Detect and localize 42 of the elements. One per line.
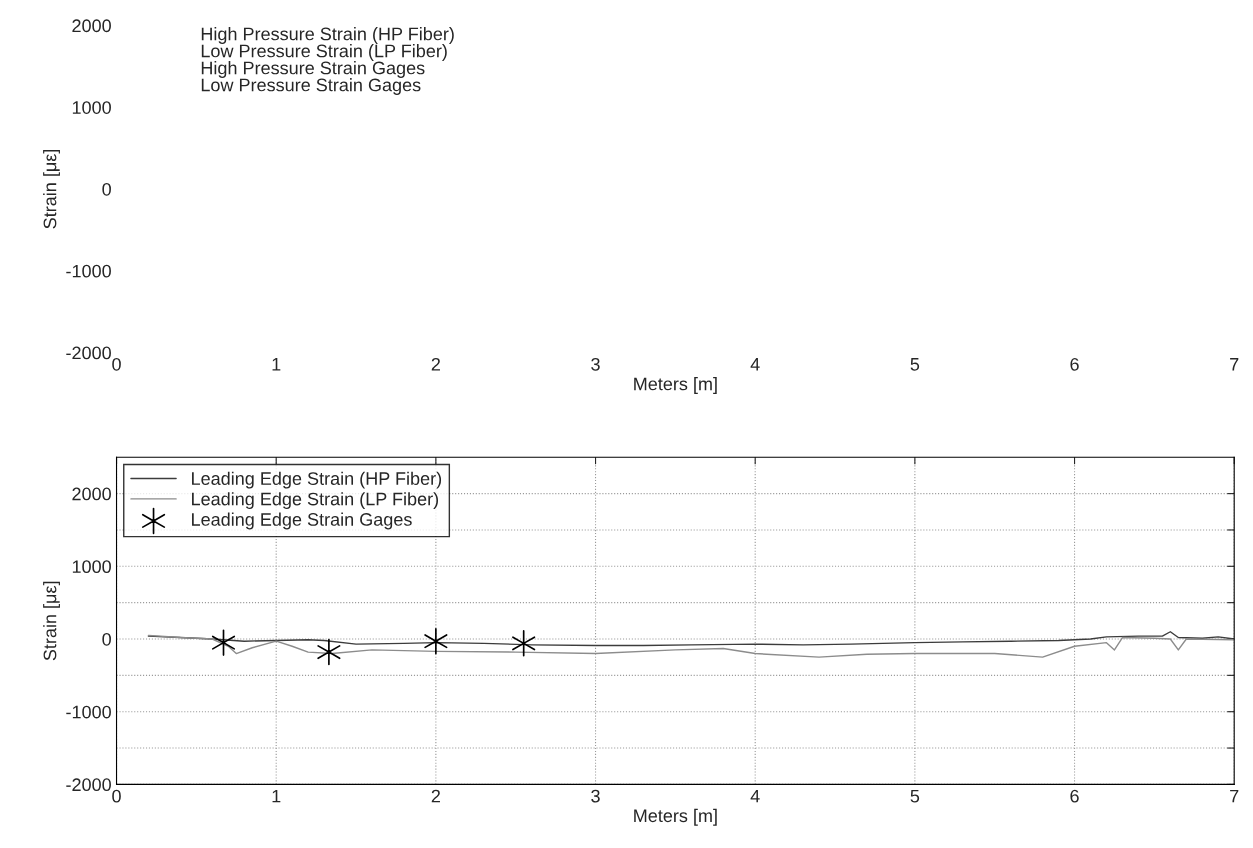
y-tick-label: -2000 (66, 778, 111, 792)
point (317, 638, 341, 666)
annotation: High Pressure Strain Gages (201, 61, 425, 78)
x-tick-label: 6 (1070, 789, 1079, 803)
x-tick-label: 3 (591, 357, 600, 371)
x-tick-label: 4 (750, 789, 760, 803)
y-tick-label: -2000 (66, 346, 111, 360)
line-series (147, 631, 1235, 647)
y-tick-label: 1000 (72, 560, 111, 574)
x-tick-label: 0 (112, 789, 121, 803)
y-tick-label: -1000 (66, 705, 111, 719)
legend-label: Leading Edge Strain Gages (192, 512, 412, 530)
y-tick-label: 0 (102, 182, 111, 196)
annotation: Low Pressure Strain (LP Fiber) (201, 44, 447, 61)
x-axis-title: Meters [m] (634, 377, 717, 394)
x-tick-label: 7 (1230, 789, 1239, 803)
x-tick-label: 5 (910, 789, 920, 803)
x-tick-label: 5 (910, 358, 920, 371)
x-tick-label: 3 (591, 789, 600, 803)
y-tick-label: 1000 (72, 101, 111, 114)
y-axis-title: Strain [με] (43, 581, 60, 661)
y-tick-label: 2000 (72, 19, 111, 33)
y-tick-label: 2000 (72, 487, 111, 501)
y-tick-label: -1000 (66, 264, 111, 278)
x-tick-label: 0 (112, 357, 121, 371)
x-tick-label: 2 (431, 789, 440, 803)
x-tick-label: 1 (272, 358, 281, 371)
point (424, 627, 448, 655)
point (512, 630, 536, 657)
line-series (147, 634, 1235, 658)
x-tick-label: 4 (750, 358, 760, 371)
legend-label: Leading Edge Strain (HP Fiber) (192, 471, 442, 489)
y-tick-label: 0 (102, 632, 111, 646)
x-tick-label: 6 (1070, 357, 1079, 371)
annotation: Low Pressure Strain Gages (201, 78, 421, 95)
legend-label: Leading Edge Strain (LP Fiber) (192, 492, 439, 509)
x-tick-label: 7 (1230, 358, 1239, 371)
x-tick-label: 1 (272, 789, 281, 803)
x-axis-title: Meters [m] (634, 808, 717, 826)
x-tick-label: 2 (431, 357, 440, 371)
y-axis-title: Strain [με] (43, 149, 60, 229)
annotation: High Pressure Strain (HP Fiber) (201, 27, 454, 44)
